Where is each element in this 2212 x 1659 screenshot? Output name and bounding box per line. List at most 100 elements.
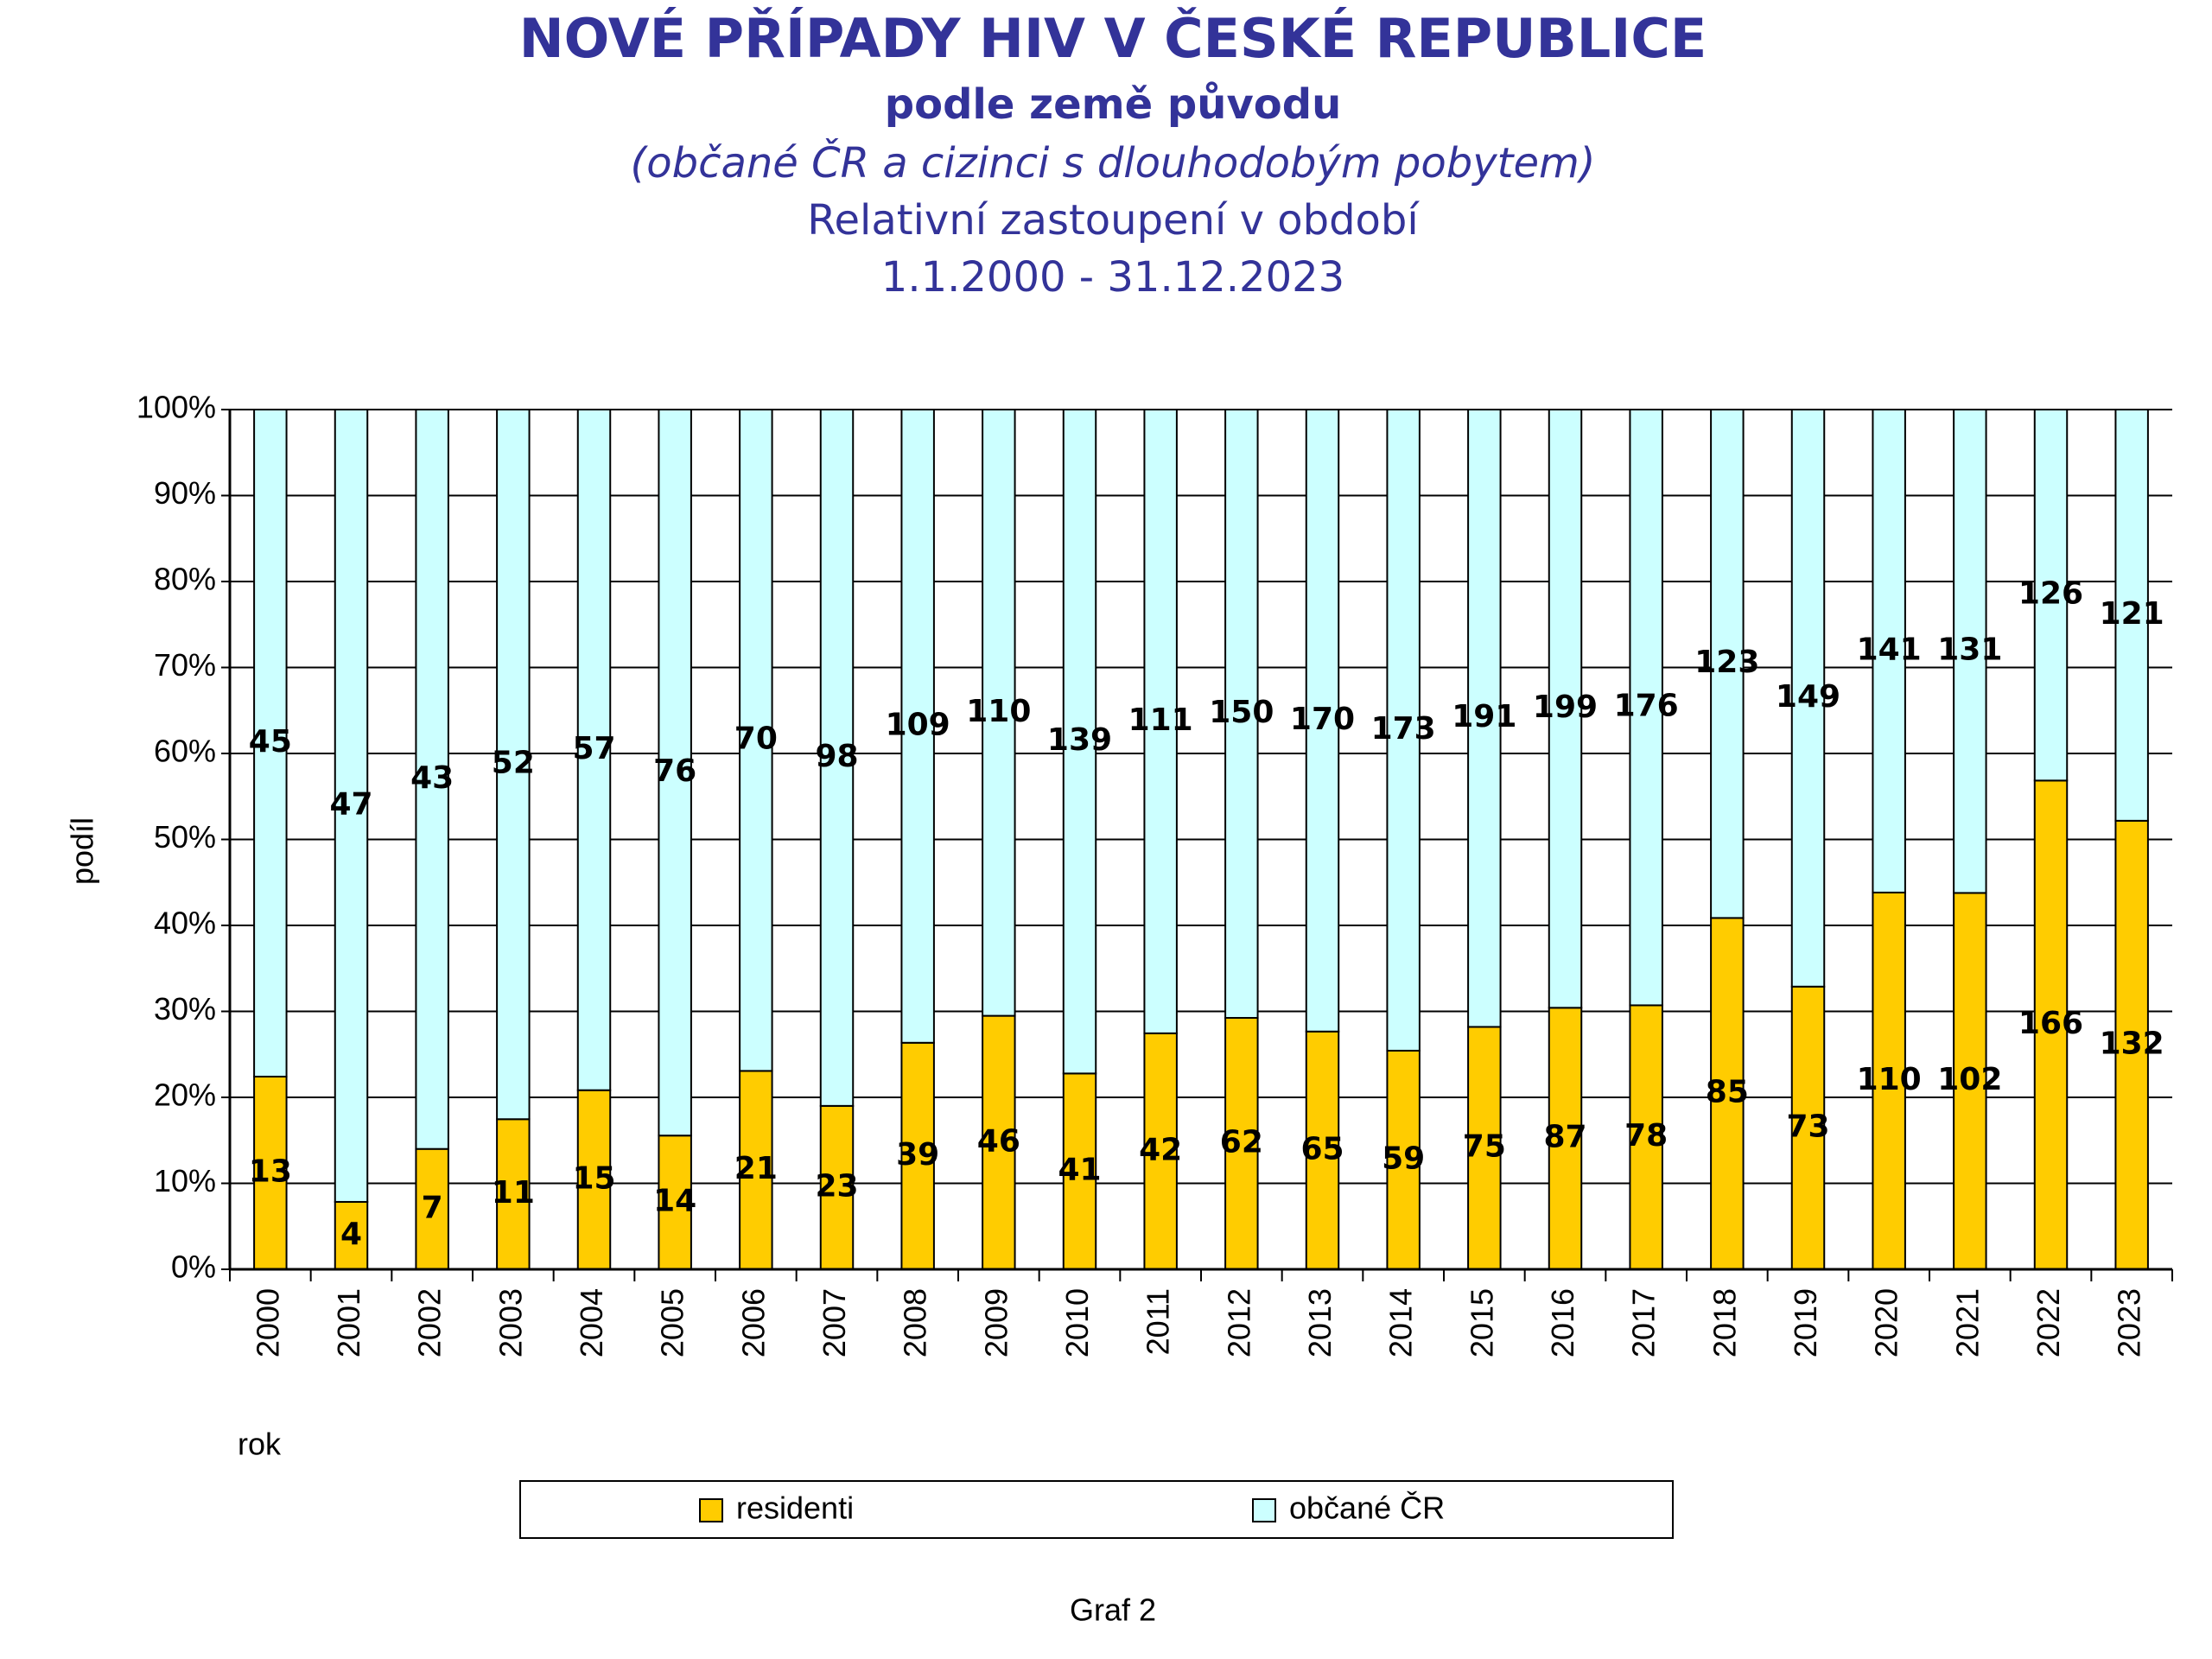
bar-segment [982,1014,1016,1270]
bar-segment [1953,409,1987,894]
bar-segment [739,409,773,1072]
y-tick-label: 20% [154,1077,216,1113]
x-tick-label: 2022 [2031,1288,2066,1357]
data-label: 123 [1694,645,1759,680]
y-tick-label: 100% [137,390,216,425]
x-tick-label: 2007 [817,1288,852,1357]
chart-subtitle: 1.1.2000 - 31.12.2023 [881,253,1344,302]
x-tick-label: 2010 [1059,1288,1095,1357]
bar-segment [2033,779,2069,1270]
x-tick-label: 2002 [412,1288,448,1357]
legend-swatch [1252,1498,1276,1522]
x-tick-label: 2006 [735,1288,771,1357]
bar-segment [1953,892,1987,1271]
bar-segment [1548,409,1583,1009]
data-label: 73 [1786,1109,1829,1144]
chart-subtitle: Relativní zastoupení v období [807,196,1420,245]
chart-title: NOVÉ PŘÍPADY HIV V ČESKÉ REPUBLICE [519,7,1707,70]
bar-segment [2033,409,2069,782]
legend-box [519,1480,1674,1539]
data-label: 21 [734,1151,778,1186]
chart-subtitle: podle země původu [885,80,1342,129]
y-tick-label: 30% [154,991,216,1027]
data-label: 170 [1290,702,1355,737]
x-tick-label: 2004 [574,1288,609,1357]
x-tick-label: 2016 [1545,1288,1580,1357]
bar-segment [1790,985,1826,1270]
x-tick-label: 2001 [331,1288,366,1357]
x-tick-label: 2013 [1302,1288,1338,1357]
bar-segment [1305,1030,1340,1270]
bar-segment [415,409,449,1150]
bar-segment [1872,409,1906,893]
bar-segment [1386,409,1421,1052]
y-tick-label: 0% [171,1249,216,1285]
bar-segment [1790,409,1826,988]
data-label: 191 [1452,699,1516,734]
x-tick-label: 2014 [1383,1288,1419,1357]
y-tick-label: 40% [154,906,216,941]
bar-segment [658,409,692,1137]
data-label: 62 [1220,1125,1263,1160]
x-tick-label: 2009 [978,1288,1014,1357]
legend-label: občané ČR [1289,1491,1445,1526]
bar-segment [900,409,935,1044]
bar-segment [1143,409,1178,1034]
bar-segment [1548,1007,1583,1271]
x-tick-label: 2017 [1626,1288,1662,1357]
bar-segment [1872,891,1906,1270]
x-tick-label: 2021 [1949,1288,1985,1357]
x-tick-label: 2011 [1141,1288,1176,1355]
data-label: 87 [1543,1120,1586,1155]
data-label: 46 [977,1123,1020,1159]
x-tick-label: 2015 [1464,1288,1499,1357]
data-label: 141 [1857,632,1922,667]
x-tick-label: 2020 [1869,1288,1904,1357]
bar-segment [496,1118,531,1271]
data-label: 42 [1139,1132,1182,1167]
data-label: 47 [329,786,372,822]
x-tick-label: 2000 [250,1288,285,1357]
bar-segment [496,409,531,1121]
y-tick-label: 10% [154,1163,216,1198]
data-label: 75 [1463,1129,1506,1165]
bar-segment [1305,409,1340,1033]
data-label: 76 [653,753,696,789]
y-tick-label: 70% [154,647,216,683]
bar-segment [1224,409,1259,1020]
data-label: 131 [1937,632,2002,668]
y-tick-label: 80% [154,562,216,597]
data-label: 139 [1047,722,1112,758]
data-label: 126 [2018,576,2083,612]
bar-segment [1467,409,1502,1028]
legend-swatch [699,1498,723,1522]
y-axis-label: podíl [65,817,100,885]
data-label: 39 [896,1137,939,1173]
data-label: 98 [815,739,858,774]
data-label: 15 [572,1160,615,1196]
bar-segment [334,1200,369,1271]
bar-segment [334,409,369,1203]
data-label: 121 [2100,596,2164,632]
data-label: 109 [886,707,950,742]
legend-label: residenti [736,1491,854,1526]
data-label: 78 [1624,1118,1668,1154]
bar-segment [819,409,855,1107]
bar-segment [2114,409,2149,822]
data-label: 150 [1209,695,1274,730]
data-label: 11 [492,1175,535,1211]
data-label: 110 [966,694,1031,729]
bar-segment [1629,409,1663,1007]
bar-segment [982,409,1016,1017]
y-tick-label: 90% [154,475,216,511]
data-label: 41 [1058,1153,1101,1188]
data-label: 132 [2100,1026,2164,1061]
data-label: 65 [1300,1131,1344,1166]
x-tick-label: 2012 [1221,1288,1256,1357]
x-tick-label: 2023 [2112,1288,2147,1357]
data-label: 23 [815,1168,858,1204]
x-tick-label: 2019 [1788,1288,1823,1357]
bar-segment [1710,917,1745,1270]
y-tick-label: 60% [154,734,216,769]
